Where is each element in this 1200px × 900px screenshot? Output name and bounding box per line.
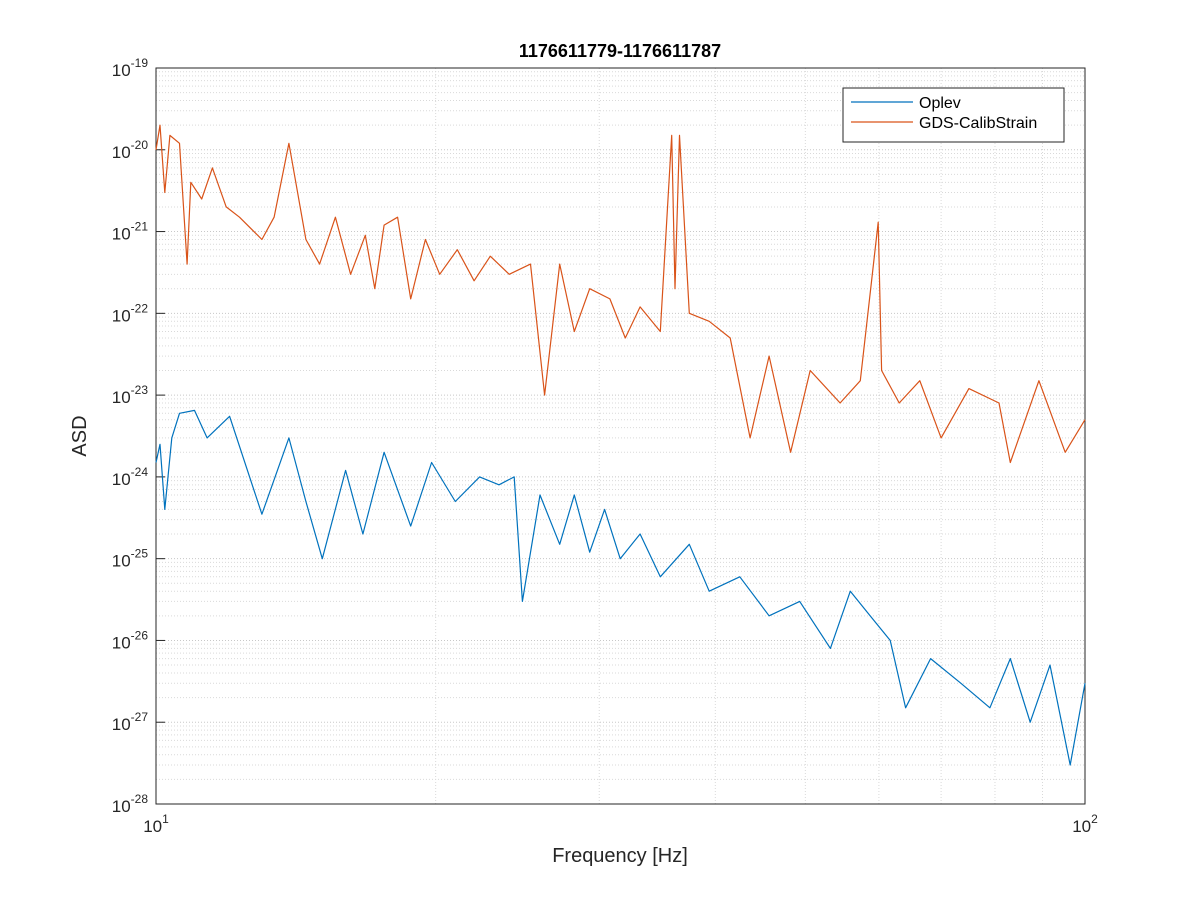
x-tick-label: 101 [143,812,169,836]
y-tick-label: 10-28 [112,792,149,816]
y-axis-label: ASD [69,415,91,456]
chart-title: 1176611779-1176611787 [519,41,721,61]
y-tick-label: 10-21 [112,220,149,244]
y-tick-label: 10-27 [112,710,149,734]
y-tick-label: 10-19 [112,56,149,80]
y-tick-label: 10-23 [112,383,149,407]
x-tick-label: 102 [1072,812,1098,836]
y-tick-label: 10-25 [112,547,149,571]
plot-frame [155,67,1086,805]
legend-label: GDS-CalibStrain [919,115,1037,132]
legend-label: Oplev [919,95,961,112]
line-series [155,124,1086,464]
y-tick-label: 10-24 [112,465,149,489]
legend-box [842,87,1065,143]
line-series [155,409,1086,766]
y-tick-label: 10-22 [112,301,149,325]
y-tick-label: 10-20 [112,138,149,162]
x-axis-label: Frequency [Hz] [552,845,688,867]
y-tick-label: 10-26 [112,628,149,652]
